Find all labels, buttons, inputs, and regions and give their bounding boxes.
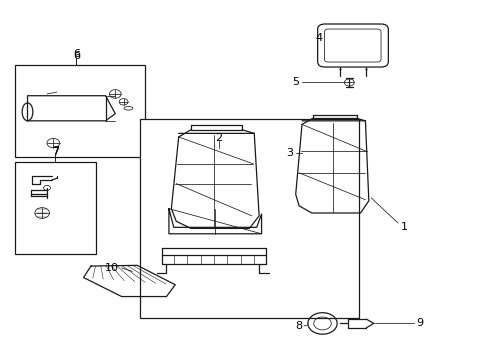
FancyBboxPatch shape: [317, 24, 387, 67]
Text: 8: 8: [294, 321, 302, 331]
Text: 3: 3: [285, 148, 293, 158]
Text: 6: 6: [73, 49, 80, 59]
FancyBboxPatch shape: [324, 29, 380, 62]
Polygon shape: [27, 96, 115, 121]
Bar: [140, 119, 358, 318]
Text: 10: 10: [104, 263, 119, 273]
Text: 9: 9: [415, 319, 423, 328]
Bar: [15, 65, 144, 157]
Text: 2: 2: [215, 133, 222, 143]
Text: 1: 1: [400, 222, 407, 231]
Bar: [15, 162, 96, 253]
Text: 4: 4: [315, 33, 322, 43]
Text: 7: 7: [52, 146, 59, 156]
Text: 7: 7: [52, 147, 59, 157]
Text: 5: 5: [291, 77, 299, 87]
Text: 6: 6: [73, 51, 80, 61]
